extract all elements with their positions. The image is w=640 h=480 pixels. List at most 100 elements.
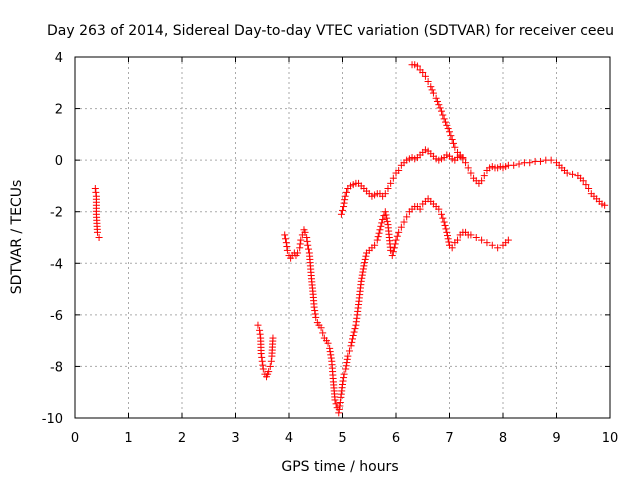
data-point xyxy=(432,94,440,102)
data-point xyxy=(327,351,335,359)
data-point xyxy=(445,238,453,246)
data-point xyxy=(265,368,273,376)
data-point xyxy=(547,156,555,164)
data-point xyxy=(383,217,391,225)
data-point xyxy=(403,213,411,221)
data-point xyxy=(585,185,593,193)
data-point xyxy=(305,245,313,253)
data-point xyxy=(400,218,408,226)
y-tick-label: -8 xyxy=(50,360,63,375)
data-point xyxy=(348,338,356,346)
data-point xyxy=(347,342,355,350)
data-point xyxy=(433,97,441,105)
data-point xyxy=(437,107,445,115)
x-tick-label: 0 xyxy=(71,431,79,446)
data-point xyxy=(392,236,400,244)
data-point xyxy=(450,139,458,147)
data-point xyxy=(441,118,449,126)
data-point xyxy=(472,234,480,241)
x-tick-label: 3 xyxy=(231,431,239,446)
data-point xyxy=(447,132,455,140)
data-point xyxy=(393,232,401,240)
data-point xyxy=(467,231,475,239)
x-tick-label: 2 xyxy=(178,431,186,446)
data-point xyxy=(440,115,448,123)
data-point xyxy=(381,190,389,198)
data-point xyxy=(427,83,435,91)
data-point xyxy=(361,259,369,267)
data-point xyxy=(345,347,353,355)
data-point xyxy=(421,72,429,80)
data-point xyxy=(373,236,381,244)
data-point xyxy=(446,128,453,136)
data-point xyxy=(439,111,447,119)
x-tick-label: 8 xyxy=(499,431,507,446)
axis-ticks: 0 1 2 3 4 5 6 7 8 9 10 -10 -8 -6 -4 -2 0 2 4 xyxy=(42,51,619,446)
data-point xyxy=(459,154,467,162)
data-point xyxy=(282,239,290,247)
y-tick-label: -6 xyxy=(50,309,63,324)
data-point xyxy=(258,357,266,365)
data-point xyxy=(444,125,452,133)
data-point xyxy=(357,277,365,285)
data-point xyxy=(416,205,424,213)
data-point xyxy=(340,374,348,382)
data-point xyxy=(324,339,332,347)
data-point xyxy=(337,210,345,218)
data-point xyxy=(374,233,382,241)
data-point xyxy=(448,136,456,144)
data-point xyxy=(310,303,318,311)
data-point xyxy=(443,232,451,240)
data-point xyxy=(419,68,427,76)
data-point xyxy=(413,62,421,70)
data-point xyxy=(480,172,488,180)
data-point xyxy=(436,104,444,112)
data-point xyxy=(266,362,274,370)
data-point xyxy=(350,328,358,336)
data-point xyxy=(488,241,496,249)
data-point xyxy=(437,210,445,218)
data-point xyxy=(442,225,450,233)
data-point xyxy=(362,252,370,260)
data-point xyxy=(304,241,312,249)
data-point xyxy=(359,265,367,273)
x-tick-label: 9 xyxy=(552,431,560,446)
data-point xyxy=(340,370,348,378)
y-tick-label: 4 xyxy=(55,51,63,66)
data-point xyxy=(383,214,391,222)
x-tick-label: 4 xyxy=(285,431,293,446)
data-point xyxy=(397,223,405,231)
data-point xyxy=(343,188,351,196)
data-point xyxy=(435,101,443,109)
data-point xyxy=(467,169,475,177)
data-point xyxy=(256,326,264,334)
data-point xyxy=(303,237,311,245)
data-point xyxy=(294,249,302,257)
data-point xyxy=(341,192,349,200)
y-axis-label: SDTVAR / TECUs xyxy=(9,180,25,295)
data-point xyxy=(327,354,335,362)
data-point xyxy=(340,203,348,211)
data-point xyxy=(526,159,534,167)
data-point xyxy=(382,211,390,219)
data-point xyxy=(428,86,436,94)
data-point xyxy=(483,239,491,247)
data-point xyxy=(451,143,459,151)
data-point xyxy=(336,402,344,410)
data-point xyxy=(283,246,291,254)
data-point xyxy=(335,405,343,413)
data-point xyxy=(395,228,403,236)
data-point xyxy=(269,334,277,342)
data-point xyxy=(462,159,470,167)
data-point xyxy=(343,355,351,363)
data-point xyxy=(344,352,352,360)
data-point xyxy=(358,274,366,282)
data-point xyxy=(326,348,334,356)
data-point xyxy=(440,218,448,226)
data-point xyxy=(424,77,432,85)
data-point xyxy=(332,400,340,408)
data-point xyxy=(510,161,518,169)
data-point xyxy=(388,252,396,260)
data-point xyxy=(283,243,291,251)
